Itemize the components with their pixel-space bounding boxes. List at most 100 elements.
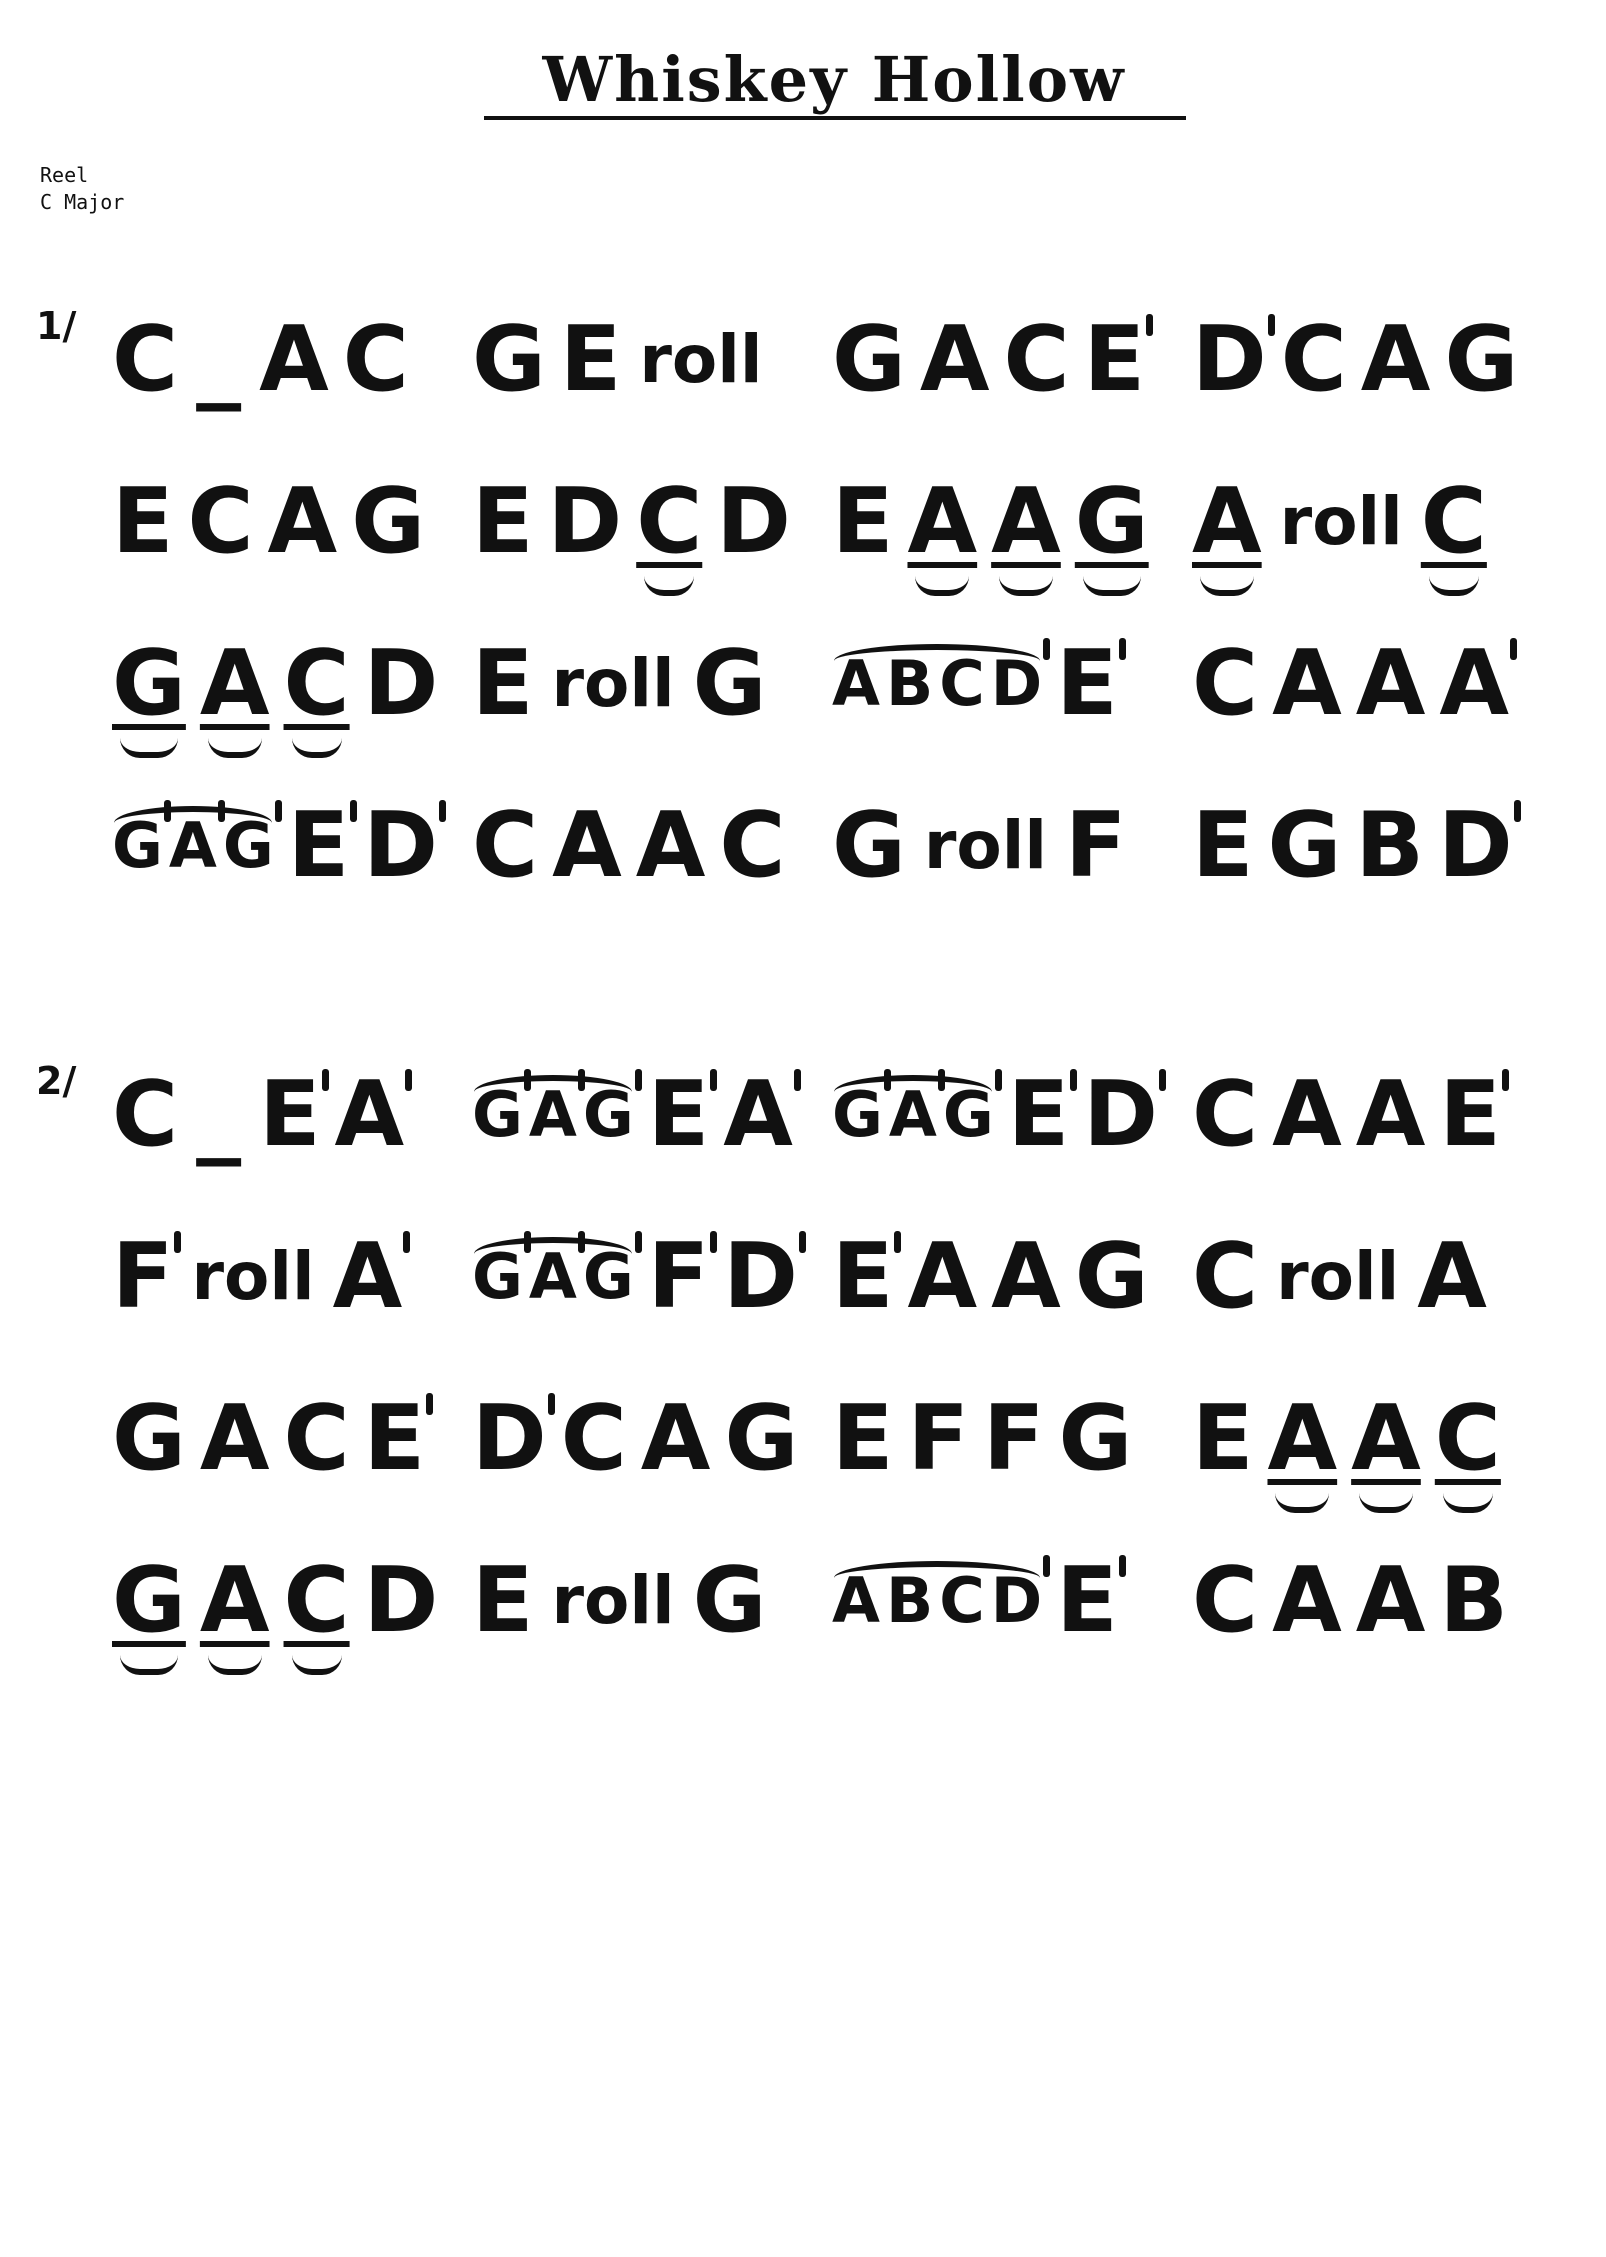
note-d: D xyxy=(363,631,439,736)
note-f: F xyxy=(1065,793,1127,898)
note-g: G xyxy=(724,1386,799,1491)
note-c: C xyxy=(1192,1062,1259,1167)
tune-key: C Major xyxy=(40,190,125,214)
note-c: C xyxy=(939,647,985,720)
note-a: A xyxy=(259,307,329,412)
note-a: A xyxy=(1417,1224,1487,1329)
note-g: G xyxy=(832,793,906,898)
tune-meta: Reel C Major xyxy=(40,162,124,216)
note-e: E xyxy=(1192,793,1254,898)
note-a: A xyxy=(1355,1548,1426,1653)
note-d: D xyxy=(716,469,791,574)
note-f: F xyxy=(907,1386,969,1491)
note-a: A xyxy=(919,307,990,412)
note-c: C xyxy=(187,469,254,574)
note-a-high: A xyxy=(167,796,225,896)
roll-ornament: roll xyxy=(551,645,675,722)
note-a: A xyxy=(267,469,338,574)
note-e-high: E xyxy=(259,1062,330,1167)
note-c: C xyxy=(342,307,409,412)
note-a-high: A xyxy=(332,1224,410,1329)
note-c: C xyxy=(112,1062,179,1167)
note-g-low: G xyxy=(112,631,186,758)
note-e-high: E xyxy=(1056,631,1127,736)
note-c: C xyxy=(1003,307,1070,412)
note-c: C xyxy=(1192,631,1259,736)
part-marker: 2/ xyxy=(36,1059,77,1103)
roll-ornament: roll xyxy=(551,1562,675,1639)
roll-ornament: roll xyxy=(1276,1238,1400,1315)
note-d-high: D xyxy=(1192,307,1275,412)
note-g-high: G xyxy=(581,1065,642,1165)
note-a: A xyxy=(1272,1548,1342,1653)
note-g: G xyxy=(1058,1386,1133,1491)
roll-ornament: roll xyxy=(191,1238,315,1315)
note-b: B xyxy=(885,647,934,720)
note-a: A xyxy=(991,1224,1061,1329)
note-e-high: E xyxy=(1083,307,1154,412)
note-g: G xyxy=(351,469,426,574)
note-c: C xyxy=(1280,307,1347,412)
note-g-low: G xyxy=(112,1548,186,1675)
note-a: A xyxy=(1355,631,1426,736)
note-a: A xyxy=(1355,1062,1426,1167)
note-g: G xyxy=(692,631,767,736)
note-e: E xyxy=(1192,1386,1254,1491)
note-c: C xyxy=(1192,1548,1259,1653)
note-g: G xyxy=(472,307,546,412)
note-e-high: E xyxy=(1056,1548,1127,1653)
note-c-low: C xyxy=(1420,469,1487,596)
note-f: F xyxy=(982,1386,1045,1491)
note-a-low: A xyxy=(199,1548,270,1675)
roll-ornament: roll xyxy=(639,321,763,398)
note-g: G xyxy=(1444,307,1519,412)
note-e: E xyxy=(559,307,622,412)
note-g: G xyxy=(1074,1224,1149,1329)
held-note: _ xyxy=(196,1062,242,1167)
note-g: G xyxy=(1267,793,1342,898)
note-c: C xyxy=(560,1386,627,1491)
note-c-low: C xyxy=(636,469,703,596)
note-a: A xyxy=(832,1564,880,1637)
note-e-high: E xyxy=(832,1224,903,1329)
note-c: C xyxy=(283,1386,350,1491)
note-e: E xyxy=(472,1548,534,1653)
note-e-high: E xyxy=(1007,1062,1078,1167)
note-e-high: E xyxy=(363,1386,434,1491)
note-a: A xyxy=(1272,1062,1342,1167)
note-b: B xyxy=(1439,1548,1508,1653)
note-f-high: F xyxy=(112,1224,183,1329)
note-a-low: A xyxy=(199,631,270,758)
note-d-high: D xyxy=(723,1224,806,1329)
note-a-low: A xyxy=(1351,1386,1421,1513)
note-c: C xyxy=(939,1564,985,1637)
note-a-high: A xyxy=(334,1062,412,1167)
note-c-low: C xyxy=(283,1548,350,1675)
roll-ornament: roll xyxy=(923,807,1048,884)
